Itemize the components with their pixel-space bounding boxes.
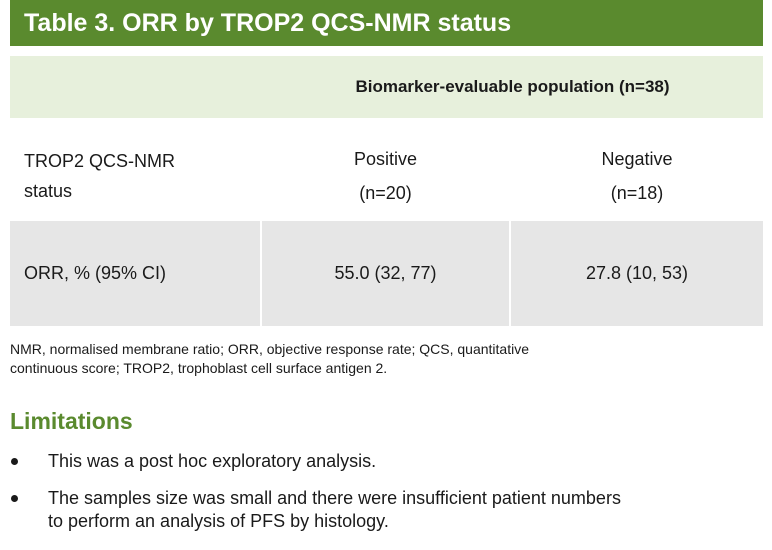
orr-table: Biomarker-evaluable population (n=38) TR… [10, 56, 763, 326]
negative-column-header: Negative (n=18) [511, 118, 763, 221]
table-row-status: TROP2 QCS-NMR status Positive (n=20) Neg… [10, 118, 763, 221]
status-row-label: TROP2 QCS-NMR status [24, 146, 175, 206]
limitations-list: This was a post hoc exploratory analysis… [10, 450, 762, 547]
population-header: Biomarker-evaluable population (n=38) [355, 77, 670, 96]
positive-label: Positive [353, 149, 418, 169]
positive-n: (n=20) [359, 183, 412, 203]
list-item-text: The samples size was small and there wer… [48, 488, 621, 508]
status-row-label-cell: TROP2 QCS-NMR status [10, 118, 260, 221]
list-item: The samples size was small and there wer… [10, 487, 762, 533]
table-row-orr: ORR, % (95% CI) 55.0 (32, 77) 27.8 (10, … [10, 221, 763, 326]
bullet-icon [11, 458, 18, 465]
orr-row-label: ORR, % (95% CI) [24, 263, 167, 283]
orr-positive-value: 55.0 (32, 77) [334, 263, 437, 283]
bullet-icon [11, 495, 18, 502]
list-item-text: This was a post hoc exploratory analysis… [48, 451, 377, 471]
footnote-line: NMR, normalised membrane ratio; ORR, obj… [10, 341, 529, 357]
orr-negative-cell: 27.8 (10, 53) [511, 221, 763, 326]
list-item-text: to perform an analysis of PFS by histolo… [48, 511, 389, 531]
orr-row-label-cell: ORR, % (95% CI) [10, 221, 260, 326]
list-item: This was a post hoc exploratory analysis… [10, 450, 762, 473]
orr-positive-cell: 55.0 (32, 77) [260, 221, 511, 326]
table-header-row: Biomarker-evaluable population (n=38) [10, 56, 763, 118]
footnote-line: continuous score; TROP2, trophoblast cel… [10, 360, 388, 376]
table-footnote: NMR, normalised membrane ratio; ORR, obj… [10, 340, 762, 378]
limitations-heading: Limitations [10, 408, 133, 434]
positive-column-header: Positive (n=20) [260, 118, 511, 221]
status-row-label-line: status [24, 181, 73, 201]
status-row-label-line: TROP2 QCS-NMR [24, 151, 176, 171]
orr-negative-value: 27.8 (10, 53) [585, 263, 689, 283]
table-title: Table 3. ORR by TROP2 QCS-NMR status [10, 0, 763, 46]
negative-label: Negative [601, 149, 673, 169]
negative-n: (n=18) [610, 183, 664, 203]
